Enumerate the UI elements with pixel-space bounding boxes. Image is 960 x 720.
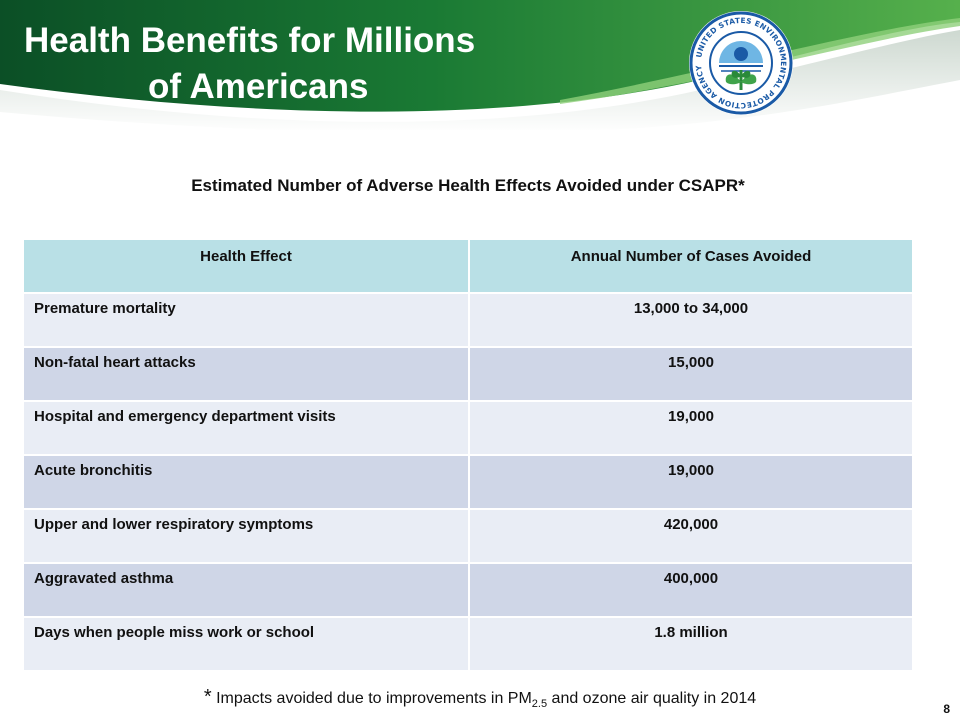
table-row: Days when people miss work or school 1.8… xyxy=(24,617,912,672)
cases-avoided-cell: 19,000 xyxy=(468,401,912,456)
table-header-row: Health Effect Annual Number of Cases Avo… xyxy=(24,240,912,294)
health-effect-cell: Non-fatal heart attacks xyxy=(24,347,469,402)
cases-avoided-cell: 15,000 xyxy=(468,347,912,402)
health-effect-cell: Hospital and emergency department visits xyxy=(24,401,469,456)
header-cases-avoided: Annual Number of Cases Avoided xyxy=(468,240,912,294)
table-row: Upper and lower respiratory symptoms 420… xyxy=(24,509,912,564)
table-row: Hospital and emergency department visits… xyxy=(24,401,912,456)
epa-seal-icon: UNITED STATES ENVIRONMENTAL PROTECTION A… xyxy=(689,11,793,115)
health-effect-cell: Acute bronchitis xyxy=(24,455,469,510)
slide-title: Health Benefits for Millions of American… xyxy=(24,18,544,110)
health-effect-cell: Days when people miss work or school xyxy=(24,617,469,672)
slide-title-line-2: of Americans xyxy=(148,67,369,106)
health-effects-table: Health Effect Annual Number of Cases Avo… xyxy=(24,240,912,672)
slide-title-line-1: Health Benefits for Millions xyxy=(24,21,476,60)
header-health-effect: Health Effect xyxy=(24,240,469,294)
cases-avoided-cell: 13,000 to 34,000 xyxy=(468,293,912,348)
page-number: 8 xyxy=(943,702,950,716)
table-row: Premature mortality 13,000 to 34,000 xyxy=(24,293,912,348)
table-row: Acute bronchitis 19,000 xyxy=(24,455,912,510)
cases-avoided-cell: 19,000 xyxy=(468,455,912,510)
footnote-text-after: and ozone air quality in 2014 xyxy=(547,690,757,707)
table-row: Non-fatal heart attacks 15,000 xyxy=(24,347,912,402)
cases-avoided-cell: 420,000 xyxy=(468,509,912,564)
health-effect-cell: Upper and lower respiratory symptoms xyxy=(24,509,469,564)
footnote-marker: * xyxy=(203,686,212,708)
cases-avoided-cell: 1.8 million xyxy=(468,617,912,672)
footnote: * Impacts avoided due to improvements in… xyxy=(0,686,960,710)
table-row: Aggravated asthma 400,000 xyxy=(24,563,912,618)
footnote-subscript: 2.5 xyxy=(531,698,548,711)
health-effect-cell: Premature mortality xyxy=(24,293,469,348)
cases-avoided-cell: 400,000 xyxy=(468,563,912,618)
table-caption: Estimated Number of Adverse Health Effec… xyxy=(191,176,745,195)
footnote-text-before: Impacts avoided due to improvements in P… xyxy=(216,690,532,707)
health-effect-cell: Aggravated asthma xyxy=(24,563,469,618)
